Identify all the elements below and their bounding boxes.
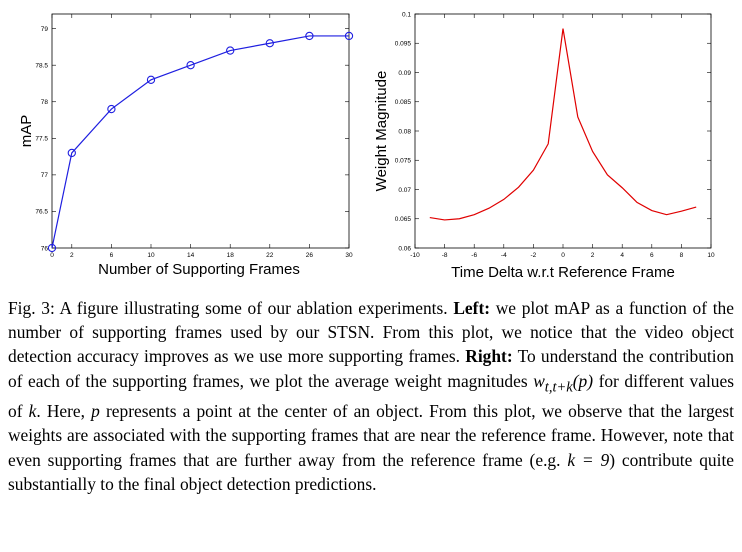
data-point — [344, 31, 354, 41]
caption-text-6: ) contribute quite substantially to the … — [8, 449, 734, 494]
caption-text-5: represents a point at the center of an o… — [8, 401, 734, 470]
data-point — [47, 243, 57, 253]
x-tick-label: -4 — [501, 252, 507, 259]
left-series-line — [51, 35, 349, 249]
right-y-axis-label: Weight Magnitude — [373, 71, 390, 192]
caption-label: Fig. 3: A figure illustrating some of ou… — [8, 298, 448, 318]
x-tick-label: 10 — [147, 252, 155, 259]
y-tick-label: 0.08 — [398, 128, 411, 135]
x-tick-label: 6 — [110, 252, 114, 259]
x-tick-label: 2 — [70, 252, 74, 259]
y-tick-label: 77.5 — [35, 136, 48, 143]
y-tick-label: 78 — [41, 99, 49, 106]
caption-left-heading: Left: — [453, 298, 491, 318]
left-y-axis-label: mAP — [18, 115, 35, 148]
data-point — [146, 75, 156, 84]
caption-math-k9: k = 9 — [567, 449, 610, 470]
x-tick-label: 14 — [187, 252, 195, 259]
x-tick-label: 18 — [227, 252, 235, 259]
y-tick-label: 77 — [41, 172, 49, 179]
right-series-line — [429, 28, 697, 221]
caption-text-1: we plot mAP as a function of the number … — [8, 298, 734, 367]
x-tick-label: 2 — [591, 252, 595, 259]
x-tick-label: 0 — [561, 252, 565, 259]
right-axis-ticks: -10 -8 -6 -4 -2 0 2 4 6 8 10 0.06 0.065 0.07 0.075 0.08… — [395, 11, 715, 259]
x-tick-label: -2 — [531, 252, 537, 259]
caption-text-4: . Here, — [36, 401, 85, 422]
x-tick-label: -10 — [410, 252, 420, 259]
x-tick-label: 4 — [620, 252, 624, 259]
caption-text-3: for different values of — [8, 370, 734, 422]
y-tick-label: 0.07 — [398, 187, 411, 194]
data-point — [107, 104, 116, 114]
weight-vs-time-delta-chart: -10 -8 -6 -4 -2 0 2 4 6 8 10 0.06 0.065 0.07 0.075 0.08… — [373, 11, 715, 281]
caption-text-2: To understand the contribution of each o… — [8, 346, 734, 391]
y-tick-label: 79 — [41, 26, 49, 33]
caption-math-w-arg: (p) — [572, 370, 593, 391]
x-tick-label: 0 — [50, 252, 54, 259]
y-tick-label: 78.5 — [35, 62, 48, 69]
y-tick-label: 0.09 — [398, 70, 411, 77]
left-plot-frame — [51, 13, 350, 249]
y-tick-label: 0.065 — [395, 216, 412, 223]
x-tick-label: 22 — [266, 252, 274, 259]
data-point — [67, 148, 76, 158]
y-tick-label: 0.06 — [398, 245, 411, 252]
caption-math-k: k — [28, 401, 37, 422]
data-point — [265, 39, 274, 48]
left-series-points — [47, 31, 354, 253]
x-tick-label: 8 — [680, 252, 684, 259]
left-x-axis-label: Number of Supporting Frames — [98, 261, 300, 278]
caption-math-w: w — [533, 370, 545, 391]
x-tick-label: 30 — [345, 252, 353, 259]
right-plot-frame — [414, 13, 712, 249]
x-tick-label: 26 — [306, 252, 314, 259]
y-tick-label: 0.1 — [402, 11, 411, 18]
data-point — [226, 46, 235, 55]
x-tick-label: 6 — [650, 252, 654, 259]
data-point — [186, 61, 195, 70]
x-tick-label: -6 — [471, 252, 477, 259]
right-x-axis-label: Time Delta w.r.t Reference Frame — [451, 264, 675, 281]
caption-math-p: p — [91, 401, 100, 422]
y-tick-label: 0.095 — [395, 41, 412, 48]
x-tick-label: -8 — [442, 252, 448, 259]
y-tick-label: 0.085 — [395, 99, 412, 106]
data-point — [305, 31, 314, 41]
y-tick-label: 76.5 — [35, 209, 48, 216]
y-tick-label: 76 — [41, 245, 49, 252]
y-tick-label: 0.075 — [395, 158, 412, 165]
figure-caption: Fig. 3: A figure illustrating some of ou… — [8, 296, 734, 496]
caption-right-heading: Right: — [465, 346, 513, 367]
caption-math-w-sub: t,t+k — [544, 379, 573, 396]
x-tick-label: 10 — [707, 252, 715, 259]
